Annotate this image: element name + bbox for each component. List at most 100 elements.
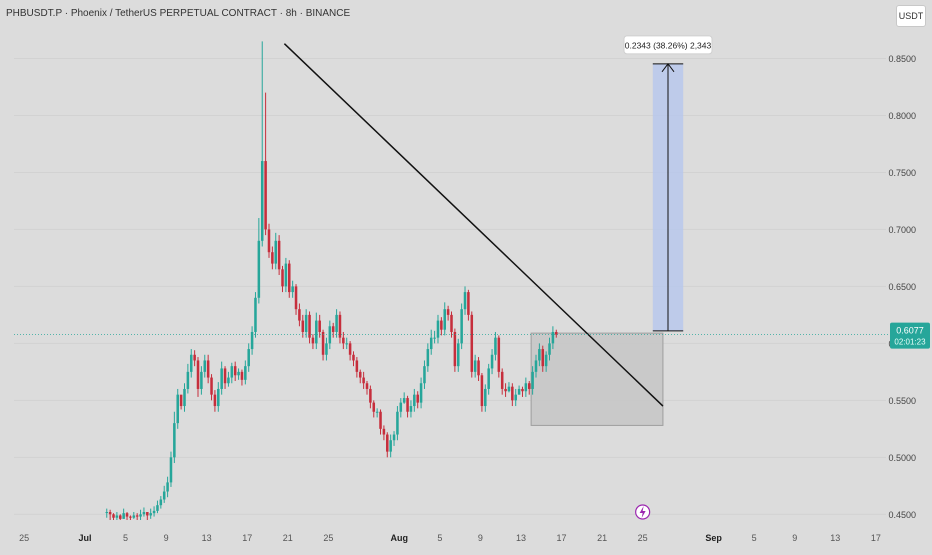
candle-body: [149, 513, 152, 516]
candle-body: [338, 314, 342, 338]
candle-body: [193, 354, 196, 361]
candle-body: [267, 229, 271, 253]
candle-body: [227, 377, 230, 384]
candle-body: [453, 331, 457, 367]
candle-body: [399, 402, 403, 412]
candle-body: [176, 394, 179, 424]
candle-body: [480, 375, 484, 407]
candle-body: [426, 349, 430, 367]
candle-body: [348, 343, 352, 355]
candle-body: [159, 499, 163, 506]
candle-body: [473, 360, 477, 372]
candle-body: [524, 383, 528, 392]
candle-body: [325, 343, 328, 355]
currency-button[interactable]: USDT: [896, 5, 926, 27]
range-box[interactable]: [530, 332, 664, 426]
candle-body: [169, 457, 173, 483]
candle-body: [372, 402, 376, 412]
candle-body: [362, 377, 365, 384]
candle-body: [456, 343, 460, 367]
candle-body: [294, 286, 298, 310]
candle-body: [213, 394, 217, 407]
candle-body: [436, 320, 440, 338]
candle-body: [409, 406, 413, 412]
x-tick-label: 13: [830, 533, 840, 543]
x-tick-label: 5: [437, 533, 442, 543]
x-tick-label: 17: [242, 533, 252, 543]
candle-body: [189, 354, 193, 372]
candle-body: [497, 337, 501, 372]
candle-body: [210, 377, 213, 395]
x-tick-label: 13: [202, 533, 212, 543]
candle-body: [142, 512, 146, 515]
measure-arrow-head: [661, 63, 675, 73]
candle-body: [450, 314, 453, 332]
candle-body: [240, 371, 244, 380]
candle-body: [223, 368, 227, 384]
lightning-icon[interactable]: [635, 504, 651, 520]
x-tick-label: 9: [164, 533, 169, 543]
candle-body: [301, 320, 305, 332]
y-tick-label: 0.8000: [888, 111, 916, 121]
x-tick-label: 17: [557, 533, 567, 543]
candle-body: [244, 366, 247, 380]
x-tick-label: 9: [792, 533, 797, 543]
candle-body: [183, 388, 186, 407]
candle-body: [504, 388, 507, 392]
y-tick-label: 0.7000: [888, 225, 916, 235]
candle-body: [548, 343, 551, 355]
candle-body: [389, 440, 392, 452]
candle-body: [166, 482, 169, 492]
candle-body: [365, 383, 369, 389]
candle-body: [538, 349, 541, 361]
candle-body: [254, 297, 257, 332]
x-tick-label: 25: [19, 533, 29, 543]
candle-body: [315, 320, 318, 344]
candle-body: [217, 388, 220, 407]
candle-body: [115, 515, 119, 518]
candle-body: [460, 309, 463, 344]
x-tick-label: 5: [752, 533, 757, 543]
candle-body: [206, 360, 210, 378]
candle-body: [555, 331, 558, 335]
y-tick-label: 0.4500: [888, 510, 916, 520]
y-tick-label: 0.7500: [888, 168, 916, 178]
candle-body: [494, 337, 497, 355]
x-tick-label: 25: [323, 533, 333, 543]
trendline[interactable]: [283, 43, 664, 407]
candle-body: [203, 360, 207, 372]
candle-body: [382, 428, 386, 435]
candle-body: [541, 349, 545, 367]
candle-body: [463, 292, 467, 310]
candle-body: [396, 411, 399, 435]
candle-body: [200, 371, 203, 389]
candle-body: [311, 337, 315, 344]
candle-body: [284, 263, 288, 287]
candle-body: [470, 314, 474, 372]
price-badge-value: 0.6077: [896, 326, 924, 336]
candle-body: [345, 343, 348, 345]
x-tick-label: Sep: [705, 533, 722, 543]
candle-body: [277, 240, 281, 270]
measure-label-box: [623, 35, 713, 55]
candle-body: [440, 320, 443, 330]
candle-body: [122, 513, 125, 519]
candle-body: [105, 512, 109, 514]
candle-body: [233, 366, 237, 376]
y-tick-label: 0.6500: [888, 282, 916, 292]
candle-body: [490, 354, 494, 369]
candle-body: [507, 386, 511, 392]
candle-body: [419, 383, 423, 403]
candle-body: [531, 371, 534, 389]
candle-body: [230, 366, 234, 378]
candle-body: [487, 368, 490, 389]
candle-body: [318, 320, 321, 332]
candle-body: [416, 394, 419, 403]
candle-body: [152, 510, 156, 514]
candle-body: [264, 161, 267, 230]
candle-body: [321, 331, 325, 355]
candle-body: [250, 331, 254, 350]
candle-body: [446, 309, 450, 315]
